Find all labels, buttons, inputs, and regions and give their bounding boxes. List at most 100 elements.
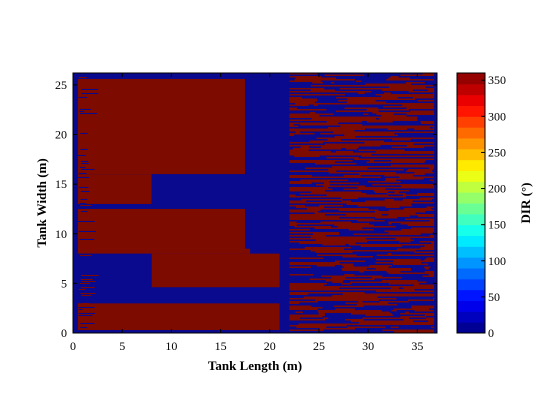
field-streak — [384, 175, 414, 177]
field-streak — [79, 234, 88, 236]
field-streak — [417, 142, 435, 144]
field-streak — [388, 266, 424, 269]
field-streak — [375, 217, 398, 219]
field-streak — [361, 128, 366, 131]
field-streak — [78, 138, 95, 140]
field-streak — [392, 139, 411, 141]
direction-field — [77, 73, 435, 333]
field-streak — [289, 257, 324, 260]
field-streak — [331, 320, 351, 323]
field-streak — [289, 239, 316, 242]
field-streak — [324, 206, 359, 209]
x-tick-label: 30 — [362, 339, 374, 353]
field-streak — [421, 290, 435, 293]
field-streak — [339, 259, 377, 261]
field-streak — [342, 265, 354, 267]
field-streak — [425, 86, 435, 89]
field-streak — [348, 229, 367, 231]
field-streak — [314, 164, 349, 167]
field-streak — [298, 298, 319, 300]
field-streak — [78, 312, 96, 314]
field-streak — [426, 257, 435, 260]
field-streak — [303, 311, 319, 314]
field-streak — [354, 104, 369, 107]
field-streak — [289, 149, 309, 152]
field-streak — [328, 172, 352, 174]
field-streak — [391, 242, 432, 245]
field-streak — [295, 311, 304, 314]
field-streak — [294, 155, 320, 158]
field-streak — [78, 124, 92, 126]
field-streak — [327, 256, 343, 258]
field-streak — [326, 194, 354, 197]
field-streak — [336, 170, 365, 173]
y-axis: 0 5 10 15 20 25 — [55, 78, 437, 340]
field-streak — [342, 133, 366, 135]
field-streak — [305, 205, 320, 207]
field-streak — [301, 79, 324, 81]
field-streak — [432, 298, 435, 300]
field-streak — [417, 193, 435, 195]
field-streak — [332, 295, 342, 297]
field-streak — [289, 206, 296, 209]
field-streak — [301, 199, 343, 201]
field-streak — [309, 290, 335, 293]
field-streak — [335, 241, 368, 243]
field-streak — [289, 166, 310, 168]
field-streak — [334, 82, 373, 84]
field-streak — [382, 305, 408, 308]
field-streak — [315, 323, 352, 326]
field-streak — [289, 304, 324, 306]
field-streak — [430, 236, 435, 239]
field-streak — [413, 143, 435, 146]
field-streak — [417, 122, 422, 125]
field-streak — [289, 79, 295, 81]
field-streak — [289, 302, 300, 305]
colorbar-cell — [457, 148, 485, 161]
field-streak — [406, 115, 435, 117]
field-streak — [289, 254, 318, 257]
field-streak — [325, 319, 346, 321]
field-streak — [378, 209, 389, 212]
field-streak — [398, 76, 435, 78]
field-streak — [317, 73, 353, 75]
field-streak — [359, 218, 375, 221]
field-streak — [366, 238, 396, 240]
field-streak — [311, 269, 343, 272]
field-streak — [334, 230, 349, 233]
field-streak — [302, 97, 337, 99]
field-streak — [429, 235, 435, 237]
field-streak — [323, 317, 329, 320]
field-streak — [331, 82, 335, 84]
field-streak — [379, 271, 387, 273]
field-streak — [304, 203, 347, 206]
field-streak — [407, 305, 412, 308]
field-streak — [320, 154, 328, 156]
field-streak — [387, 197, 420, 200]
field-streak — [347, 326, 386, 329]
field-streak — [342, 199, 385, 201]
field-streak — [326, 101, 348, 104]
field-streak — [331, 95, 374, 98]
field-streak — [80, 296, 89, 298]
field-streak — [289, 230, 327, 233]
field-streak — [324, 212, 356, 215]
field-streak — [412, 118, 418, 120]
field-streak — [313, 274, 345, 276]
field-streak — [351, 86, 390, 89]
field-streak — [301, 232, 340, 234]
field-streak — [355, 137, 369, 140]
field-streak — [358, 128, 362, 131]
field-streak — [289, 260, 332, 263]
field-streak — [289, 298, 299, 300]
field-streak — [401, 229, 435, 231]
field-streak — [416, 202, 435, 204]
field-streak — [333, 247, 352, 249]
field-streak — [358, 76, 391, 78]
field-streak — [301, 251, 316, 254]
field-streak — [361, 85, 385, 87]
field-streak — [339, 287, 368, 290]
field-streak — [371, 281, 386, 284]
x-axis-title: Tank Length (m) — [208, 358, 302, 373]
field-streak — [348, 256, 374, 258]
